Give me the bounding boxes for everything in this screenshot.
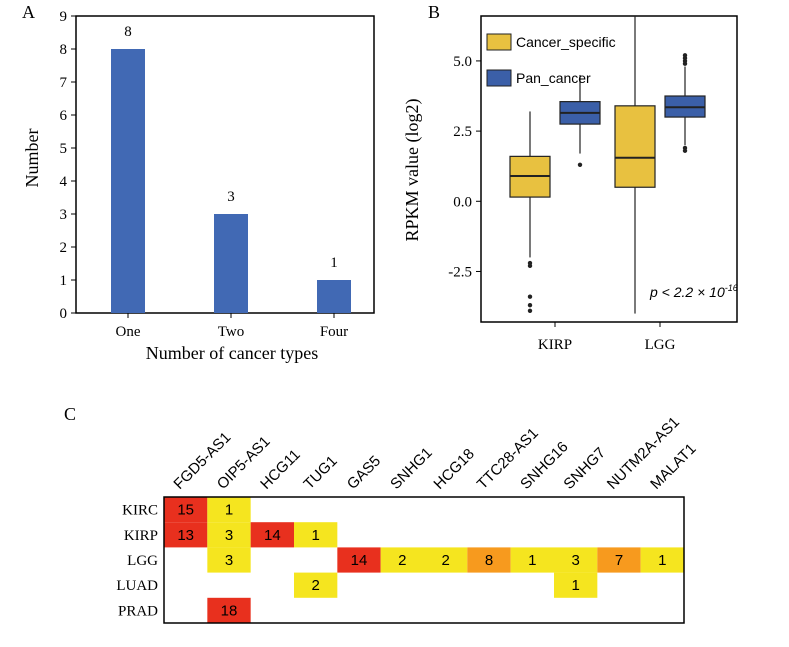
y-tick-label: 8 (60, 42, 68, 58)
heatmap-cell (164, 497, 208, 523)
x-tick-label: One (116, 324, 141, 340)
heatmap-cell (337, 547, 381, 573)
y-tick-label: 9 (60, 9, 68, 25)
bar-chart-xlabel: Number of cancer types (146, 343, 318, 363)
x-tick-label: LGG (645, 337, 676, 353)
heatmap-cell (424, 547, 468, 573)
heatmap-cell-value: 3 (225, 527, 233, 544)
heatmap-cell (467, 547, 511, 573)
bar-value-label: 8 (124, 24, 132, 40)
heatmap-cell-value: 2 (398, 552, 406, 569)
heatmap-cell (554, 572, 598, 598)
x-tick-label: Two (218, 324, 244, 340)
panel-label-c: C (64, 404, 76, 424)
heatmap-cell-value: 18 (221, 602, 238, 619)
heatmap-cell (597, 547, 641, 573)
outlier-point (527, 263, 533, 269)
heatmap-cell-value: 1 (311, 527, 319, 544)
outlier-point (682, 145, 688, 151)
heatmap-row-label: PRAD (118, 603, 158, 619)
p-value-text: p < 2.2 × 10 (649, 284, 725, 300)
heatmap-cell (294, 522, 338, 548)
y-tick-label: 4 (60, 174, 68, 190)
y-tick-label: 5.0 (453, 54, 472, 70)
y-tick-label: 2.5 (453, 124, 472, 140)
legend-swatch (486, 69, 512, 87)
bar (214, 214, 248, 313)
y-tick-label: -2.5 (448, 264, 472, 280)
y-tick-label: 3 (60, 207, 68, 223)
heatmap-column-label: HCG18 (430, 445, 477, 492)
bar (317, 280, 351, 313)
heatmap-cell-value: 15 (177, 502, 194, 519)
heatmap-frame (163, 496, 685, 624)
heatmap-cell (510, 547, 554, 573)
heatmap-cell (207, 497, 251, 523)
outlier-point (527, 308, 533, 313)
heatmap-cell-value: 1 (571, 577, 579, 594)
box-plot-frame (480, 15, 738, 323)
outlier-point (577, 162, 583, 167)
panel-label-a: A (22, 2, 35, 22)
heatmap-cell-value: 2 (311, 577, 319, 594)
heatmap-cell (640, 547, 684, 573)
bar-value-label: 3 (227, 189, 235, 205)
heatmap-cell (207, 522, 251, 548)
y-tick-label: 1 (60, 273, 68, 289)
y-tick-label: 6 (60, 108, 68, 124)
heatmap-cell-value: 1 (658, 552, 666, 569)
y-tick-label: 0.0 (453, 194, 472, 210)
heatmap-cell-value: 1 (528, 552, 536, 569)
bar-chart: Number Number of cancer types 0 1 2 3 4 5 6 7 8 9… (22, 9, 375, 363)
heatmap-column-label: GAS5 (344, 453, 384, 493)
outlier-point (682, 53, 688, 58)
x-tick-label: Four (320, 324, 348, 340)
heatmap-cell-value: 13 (177, 527, 194, 544)
y-tick-label: 2 (60, 240, 68, 256)
heatmap-cell-value: 14 (351, 552, 368, 569)
heatmap-cell-value: 1 (225, 502, 233, 519)
heatmap-cell-value: 3 (571, 552, 579, 569)
panel-label-b: B (428, 2, 440, 22)
heatmap-cell-value: 14 (264, 527, 281, 544)
y-tick-label: 5 (60, 141, 68, 157)
legend-label: Pan_cancer (516, 70, 591, 86)
legend-swatch (486, 33, 512, 51)
box (614, 105, 656, 188)
box-plot-ylabel: RPKM value (log2) (402, 99, 423, 242)
heatmap-row-label: KIRP (124, 528, 158, 544)
heatmap-cell-value: 3 (225, 552, 233, 569)
y-tick-label: 0 (60, 306, 68, 322)
heatmap-row-label: LUAD (116, 578, 158, 594)
outlier-point (527, 302, 533, 308)
heatmap-cell-value: 8 (485, 552, 493, 569)
p-value-exponent: -16 (725, 283, 738, 293)
heatmap-column-label: SNHG1 (387, 444, 436, 493)
heatmap-cell (207, 547, 251, 573)
box-plot-p-value: p < 2.2 × 10-16 (649, 283, 738, 300)
bar (111, 49, 145, 313)
bar-value-label: 1 (330, 255, 338, 271)
heatmap-cell-value: 7 (615, 552, 623, 569)
legend-label: Cancer_specific (516, 34, 616, 50)
heatmap-row-label: KIRC (122, 503, 158, 519)
heatmap-column-label: NUTM2A-AS1 (604, 414, 683, 493)
box-plot: RPKM value (log2) p < 2.2 × 10-16 5.0 2.5… (402, 15, 738, 353)
outlier-point (527, 294, 533, 299)
heatmap-cell (250, 522, 294, 548)
x-tick-label: KIRP (538, 337, 572, 353)
bar-chart-ylabel: Number (22, 129, 42, 188)
heatmap-cell (380, 547, 424, 573)
heatmap-cell (294, 572, 338, 598)
heatmap: 15 113 3 14 13 14 2 2 8 1 3 7 12 118KIRCKIRPLGGLUADPR… (116, 414, 700, 624)
heatmap-cell (164, 522, 208, 548)
y-tick-label: 7 (60, 75, 68, 91)
heatmap-cell (207, 597, 251, 623)
heatmap-row-label: LGG (127, 553, 158, 569)
heatmap-cell (554, 547, 598, 573)
heatmap-cell-value: 2 (441, 552, 449, 569)
heatmap-column-label: TUG1 (300, 453, 340, 493)
